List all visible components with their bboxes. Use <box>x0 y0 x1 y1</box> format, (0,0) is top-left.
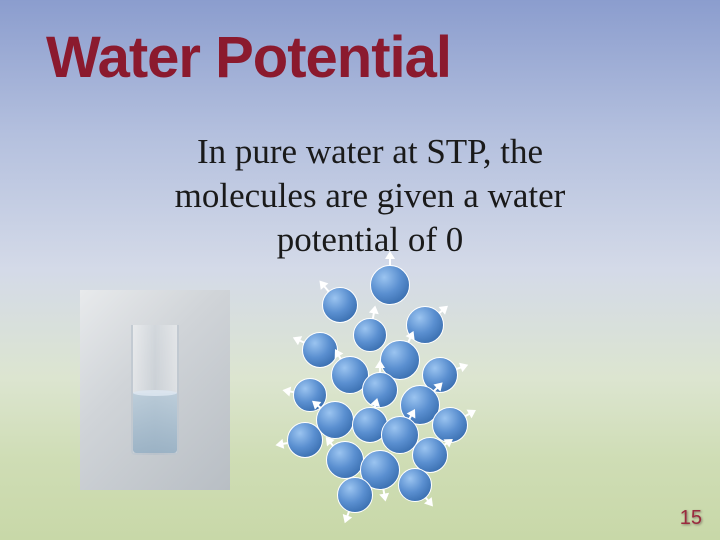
slide-body-text: In pure water at STP, the molecules are … <box>130 130 610 261</box>
water-molecule <box>322 287 358 323</box>
glass-illustration <box>125 325 185 455</box>
glass-of-water-image <box>80 290 230 490</box>
glass-water <box>133 393 177 453</box>
water-molecule <box>337 477 373 513</box>
water-molecule <box>398 468 432 502</box>
water-molecule <box>326 441 364 479</box>
slide-title: Water Potential <box>46 24 451 91</box>
water-molecule <box>287 422 323 458</box>
water-molecules-diagram <box>275 275 515 515</box>
water-molecule <box>353 318 387 352</box>
slide: Water Potential In pure water at STP, th… <box>0 0 720 540</box>
page-number: 15 <box>680 507 702 530</box>
water-molecule <box>370 265 410 305</box>
